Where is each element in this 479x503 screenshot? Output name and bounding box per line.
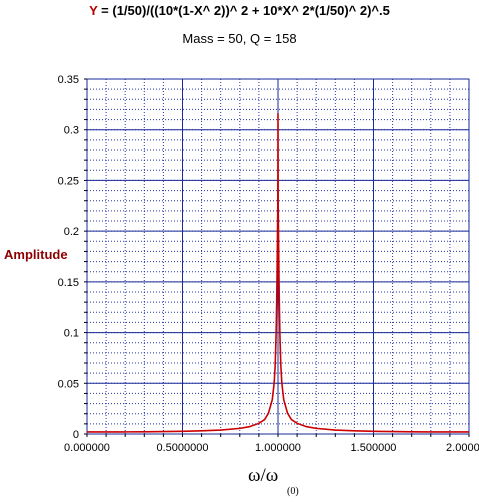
chart-title-y: Y: [89, 3, 98, 18]
chart-title: Y = (1/50)/((10*(1-X^ 2))^ 2 + 10*X^ 2*(…: [0, 3, 479, 18]
y-axis-label: Amplitude: [4, 247, 68, 262]
y-tick-label: 0.25: [58, 175, 79, 187]
x-tick-label: 0.5000000: [157, 442, 209, 454]
x-tick-label: 0.000000: [64, 442, 110, 454]
x-tick-label: 2.000000: [446, 442, 479, 454]
y-tick-label: 0.15: [58, 277, 79, 289]
x-axis-label-subscript: (0): [287, 486, 299, 497]
y-tick-label: 0.3: [64, 125, 79, 137]
x-axis-label: ω/ω: [248, 465, 279, 486]
chart-subtitle: Mass = 50, Q = 158: [182, 31, 297, 46]
series: [86, 113, 470, 433]
y-tick-label: 0.05: [58, 378, 79, 390]
x-tick-label: 1.500000: [351, 442, 397, 454]
y-tick-label: 0.1: [64, 328, 79, 340]
chart-title-formula: = (1/50)/((10*(1-X^ 2))^ 2 + 10*X^ 2*(1/…: [97, 3, 390, 18]
x-tick-label: 1.000000: [255, 442, 301, 454]
series-line: [86, 113, 470, 433]
y-tick-label: 0: [73, 429, 79, 441]
axes: 0.000000 0.5000000 1.000000 1.500000 2.0000 0…: [58, 74, 479, 454]
y-tick-label: 0.35: [58, 74, 79, 86]
y-tick-label: 0.2: [64, 226, 79, 238]
